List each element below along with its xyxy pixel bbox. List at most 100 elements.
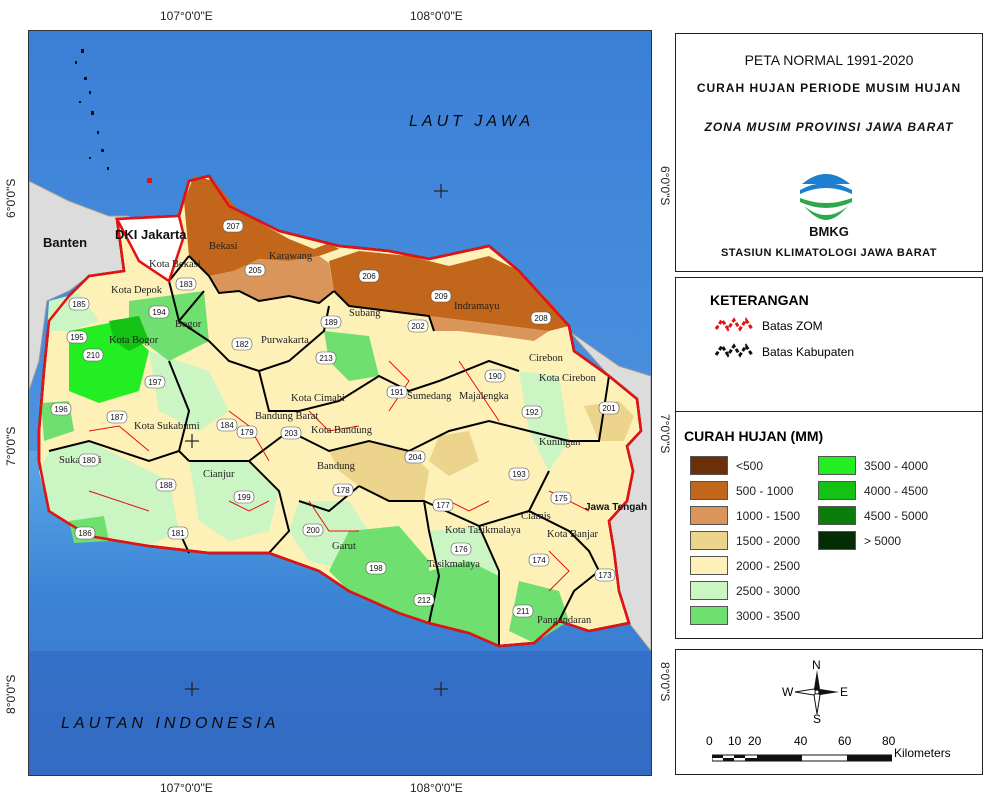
- zom-code-text: 192: [525, 408, 539, 417]
- zone-2500-3000-cianjur: [189, 461, 279, 541]
- zom-code-badge: 209: [430, 289, 452, 303]
- bmkg-logo-text: BMKG: [809, 224, 849, 239]
- zom-code-text: 187: [110, 413, 124, 422]
- title-line-3: ZONA MUSIM PROVINSI JAWA BARAT: [704, 120, 954, 134]
- zom-code-badge: 199: [233, 490, 255, 504]
- region-label: Purwakarta: [261, 335, 309, 346]
- zom-code-box: [550, 491, 572, 505]
- zone-2500-3000-majalengka: [519, 371, 569, 471]
- zom-code-badge: 197: [144, 375, 166, 389]
- zom-code-badge: 188: [155, 478, 177, 492]
- zom-code-text: 177: [436, 501, 450, 510]
- rain-class-swatch: [690, 481, 728, 500]
- region-label: Bogor: [175, 319, 202, 330]
- region-label: Garut: [332, 541, 356, 552]
- zom-code-badge: 178: [332, 483, 354, 497]
- zone-3000-3500-purwakarta: [324, 331, 379, 381]
- rain-class-row: 2000 - 2500: [690, 556, 800, 575]
- zom-code-text: 178: [336, 486, 350, 495]
- zom-code-box: [167, 526, 189, 540]
- zone-1500-2000-bandung: [329, 441, 429, 501]
- zom-code-badge: 177: [432, 498, 454, 512]
- zom-code-badge: 190: [484, 369, 506, 383]
- rain-class-row: 4000 - 4500: [818, 481, 928, 500]
- zom-code-box: [508, 467, 530, 481]
- zom-code-badge: 196: [50, 402, 72, 416]
- zom-code-text: 204: [408, 453, 422, 462]
- zone-2500-3000-bogor: [149, 351, 229, 431]
- grid-label-bottom-107: 107°0'0"E: [160, 781, 213, 795]
- zom-boundary-symbol: [714, 316, 754, 337]
- zom-code-badge: 184: [216, 418, 238, 432]
- zom-code-text: 200: [306, 526, 320, 535]
- zom-code-box: [407, 319, 429, 333]
- zom-code-badge: 194: [148, 305, 170, 319]
- zom-code-badge: 208: [530, 311, 552, 325]
- rain-class-label: > 5000: [864, 533, 902, 548]
- zom-code-text: 206: [362, 272, 376, 281]
- title-line-2: CURAH HUJAN PERIODE MUSIM HUJAN: [696, 81, 962, 95]
- zom-code-box: [233, 490, 255, 504]
- grid-label-bottom-108: 108°0'0"E: [410, 781, 463, 795]
- zom-code-badge: 201: [598, 401, 620, 415]
- region-label: Ciamis: [521, 511, 551, 522]
- zom-code-badge: 205: [244, 263, 266, 277]
- region-label: Indramayu: [454, 301, 500, 312]
- zom-code-badge: 193: [508, 467, 530, 481]
- region-label: Kota Banjar: [547, 529, 599, 540]
- zom-code-box: [484, 369, 506, 383]
- zom-code-box: [216, 418, 238, 432]
- zom-boundary-icon: [714, 317, 754, 332]
- scale-tick-label: 80: [882, 734, 896, 748]
- rain-class-label: 4500 - 5000: [864, 508, 929, 523]
- bmkg-logo-icon: [797, 163, 855, 221]
- compass-w: W: [782, 685, 794, 699]
- province-jakarta-label: DKI Jakarta: [115, 227, 187, 242]
- compass-panel: N S W E 0 10 20 40 60 80 Kilometers: [675, 649, 983, 775]
- region-label: Kota Cirebon: [539, 373, 597, 384]
- region-label: Kota Bogor: [109, 335, 159, 346]
- zom-code-badge: 204: [404, 450, 426, 464]
- region-label: Kuningan: [539, 437, 581, 448]
- zom-code-text: 191: [390, 388, 404, 397]
- grid-label-right-7: 7°0'0"S: [658, 414, 672, 454]
- region-label: Kota Bekasi: [149, 259, 201, 270]
- zom-code-box: [155, 478, 177, 492]
- legend-divider: [676, 411, 982, 412]
- title-line-1: PETA NORMAL 1991-2020: [744, 52, 914, 68]
- rain-class-row: 3000 - 3500: [690, 606, 800, 625]
- zom-code-box: [280, 426, 302, 440]
- zom-code-box: [175, 277, 197, 291]
- legend-panel: KETERANGAN Batas ZOM Batas Kabupaten CUR…: [675, 277, 983, 639]
- region-label: Pangandaran: [537, 615, 592, 626]
- zom-code-badge: 185: [68, 297, 90, 311]
- region-label: Majalengka: [459, 391, 509, 402]
- rain-class-label: 3000 - 3500: [736, 608, 801, 623]
- zom-code-text: 209: [434, 292, 448, 301]
- legend-heading: KETERANGAN: [710, 292, 809, 308]
- sea-north-label: LAUT JAWA: [409, 113, 535, 130]
- rain-class-label: 4000 - 4500: [864, 483, 929, 498]
- zom-code-text: 180: [82, 456, 96, 465]
- rain-class-swatch: [690, 606, 728, 625]
- region-label: Cianjur: [203, 469, 235, 480]
- zone-1000-1500-indramayu: [429, 316, 549, 341]
- map-frame[interactable]: Bekasi Karawang Kota Bekasi Kota Depok Bogor…: [28, 30, 652, 776]
- zom-code-badge: 179: [236, 425, 258, 439]
- zom-code-box: [386, 385, 408, 399]
- zom-code-box: [521, 405, 543, 419]
- rain-class-label: 1500 - 2000: [736, 533, 801, 548]
- rain-class-swatch: [818, 481, 856, 500]
- zom-code-badge: 173: [594, 568, 616, 582]
- region-label: Kota Depok: [111, 285, 163, 296]
- zom-code-badge: 200: [302, 523, 324, 537]
- rain-class-swatch: [818, 456, 856, 475]
- zom-code-box: [332, 483, 354, 497]
- zom-code-text: 195: [70, 333, 84, 342]
- rain-class-label: <500: [736, 458, 764, 473]
- rain-class-row: 2500 - 3000: [690, 581, 800, 600]
- region-labels: Bekasi Karawang Kota Bekasi Kota Depok Bogor…: [59, 241, 599, 626]
- zom-code-box: [530, 311, 552, 325]
- zom-code-badge: 203: [280, 426, 302, 440]
- grid-label-left-6: 6°0'0"S: [4, 178, 18, 218]
